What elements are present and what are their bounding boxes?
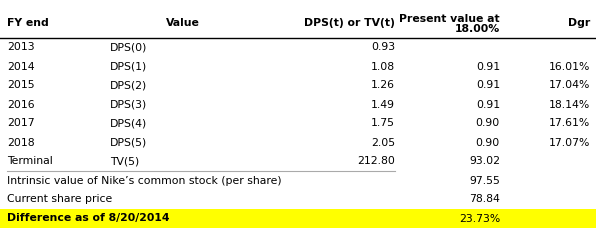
Text: DPS(2): DPS(2) (110, 81, 147, 91)
Text: 1.75: 1.75 (371, 119, 395, 129)
Text: 18.14%: 18.14% (549, 99, 590, 109)
Text: 0.91: 0.91 (476, 99, 500, 109)
Text: 2.05: 2.05 (371, 137, 395, 148)
Text: 93.02: 93.02 (469, 157, 500, 166)
Text: 0.90: 0.90 (476, 119, 500, 129)
Text: Intrinsic value of Nike’s common stock (per share): Intrinsic value of Nike’s common stock (… (7, 175, 282, 186)
Text: 78.84: 78.84 (469, 195, 500, 204)
Text: 17.07%: 17.07% (549, 137, 590, 148)
Text: 1.26: 1.26 (371, 81, 395, 91)
Text: DPS(0): DPS(0) (110, 43, 147, 53)
Text: 23.73%: 23.73% (459, 213, 500, 224)
Text: FY end: FY end (7, 18, 49, 28)
Text: DPS(3): DPS(3) (110, 99, 147, 109)
Text: 2016: 2016 (7, 99, 35, 109)
Text: Dgr: Dgr (568, 18, 590, 28)
Text: 17.04%: 17.04% (549, 81, 590, 91)
Text: 2015: 2015 (7, 81, 35, 91)
Text: 0.90: 0.90 (476, 137, 500, 148)
Text: Difference as of 8/20/2014: Difference as of 8/20/2014 (7, 213, 169, 224)
Text: DPS(5): DPS(5) (110, 137, 147, 148)
Text: 17.61%: 17.61% (549, 119, 590, 129)
Text: Current share price: Current share price (7, 195, 112, 204)
Text: Terminal: Terminal (7, 157, 53, 166)
Text: TV(5): TV(5) (110, 157, 139, 166)
Text: 97.55: 97.55 (469, 175, 500, 186)
Text: DPS(t) or TV(t): DPS(t) or TV(t) (304, 18, 395, 28)
Text: DPS(1): DPS(1) (110, 61, 147, 71)
Text: 18.00%: 18.00% (455, 24, 500, 34)
Text: 0.93: 0.93 (371, 43, 395, 53)
Text: 2014: 2014 (7, 61, 35, 71)
Text: Present value at: Present value at (399, 14, 500, 24)
Bar (0, 209, 596, 228)
Text: Value: Value (166, 18, 200, 28)
Text: 1.49: 1.49 (371, 99, 395, 109)
Text: DPS(4): DPS(4) (110, 119, 147, 129)
Text: 0.91: 0.91 (476, 61, 500, 71)
Text: 16.01%: 16.01% (549, 61, 590, 71)
Text: 1.08: 1.08 (371, 61, 395, 71)
Text: 2013: 2013 (7, 43, 35, 53)
Text: 2018: 2018 (7, 137, 35, 148)
Text: 212.80: 212.80 (357, 157, 395, 166)
Text: 0.91: 0.91 (476, 81, 500, 91)
Text: 2017: 2017 (7, 119, 35, 129)
